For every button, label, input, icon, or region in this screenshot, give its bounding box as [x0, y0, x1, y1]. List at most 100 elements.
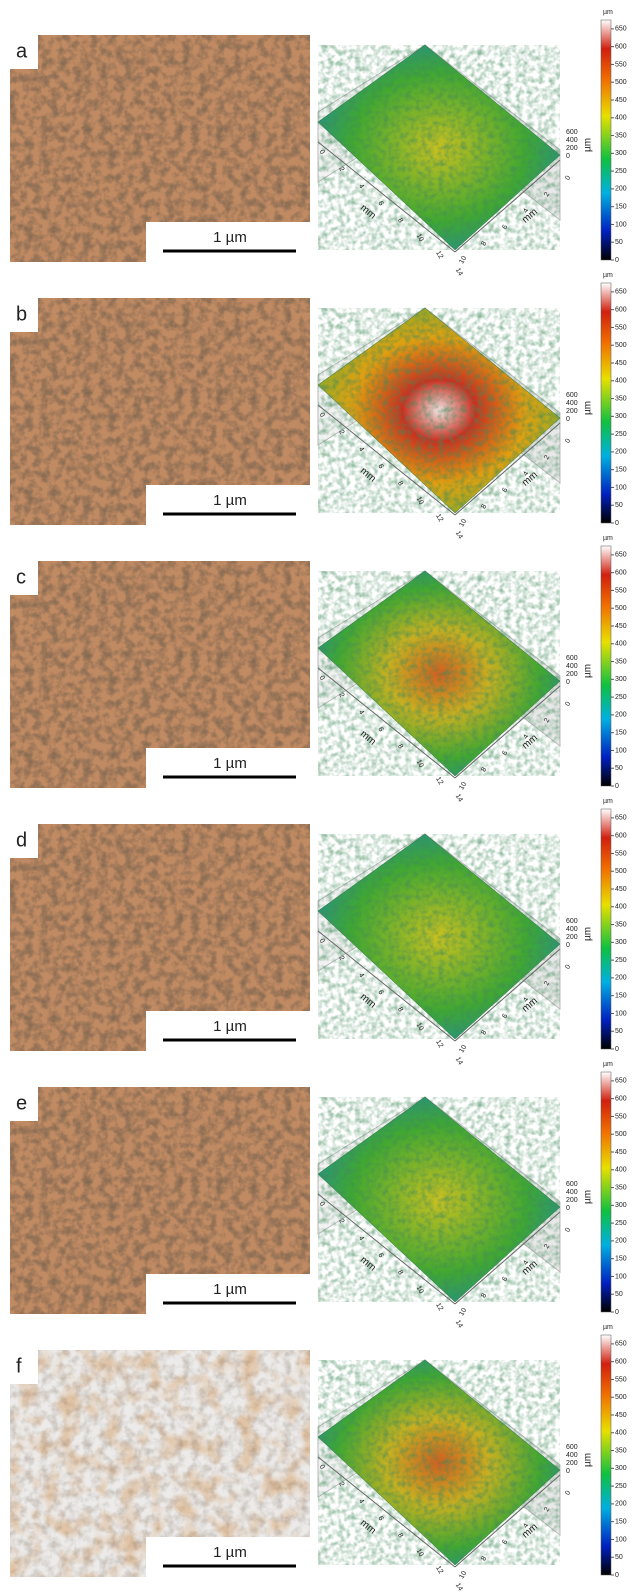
- y-tick-label: 10: [458, 518, 468, 528]
- x-tick-label: 8: [396, 480, 404, 487]
- colorbar-tick-label: 400: [615, 1167, 627, 1174]
- y-tick-label: 6: [501, 750, 509, 757]
- scale-label: 1 µm: [213, 1544, 247, 1561]
- z-tick-label: 0: [566, 679, 570, 686]
- z-tick-label: 400: [566, 663, 578, 670]
- panel: d1 µm0246810121402468106004002000mmmmµmµ…: [10, 798, 627, 1067]
- x-tick-label: 10: [415, 1548, 425, 1558]
- z-tick-label: 0: [566, 942, 570, 949]
- colorbar-tick-label: 500: [615, 342, 627, 349]
- colorbar-tick-label: 600: [615, 570, 627, 577]
- colorbar-tick-label: 200: [615, 186, 627, 193]
- x-tick-label: 12: [434, 513, 444, 523]
- colorbar-tick-label: 500: [615, 1131, 627, 1138]
- y-tick-label: 0: [564, 1490, 572, 1497]
- colorbar-tick-label: 550: [615, 61, 627, 68]
- x-tick-label: 4: [357, 1235, 365, 1242]
- x-axis-label: mm: [358, 992, 378, 1011]
- x-axis-label: mm: [358, 1518, 378, 1537]
- colorbar-tick-label: 350: [615, 395, 627, 402]
- colorbar-tick-label: 550: [615, 587, 627, 594]
- colorbar-tick-label: 0: [615, 1309, 619, 1316]
- x-tick-label: 6: [376, 200, 384, 207]
- colorbar-tick-label: 50: [615, 1554, 623, 1561]
- z-axis-label: µm: [583, 1190, 594, 1204]
- x-tick-label: 14: [454, 1056, 464, 1066]
- colorbar-tick-label: 650: [615, 1078, 627, 1085]
- colorbar-tick-label: 650: [615, 815, 627, 822]
- colorbar-tick-label: 600: [615, 44, 627, 51]
- x-tick-label: 14: [454, 530, 464, 540]
- colorbar-unit: µm: [603, 9, 613, 16]
- z-tick-label: 0: [566, 153, 570, 160]
- x-tick-label: 8: [396, 217, 404, 224]
- colorbar-tick-label: 250: [615, 694, 627, 701]
- colorbar-tick-label: 400: [615, 641, 627, 648]
- colorbar: [601, 1335, 611, 1575]
- colorbar-tick-label: 600: [615, 1096, 627, 1103]
- z-tick-label: 200: [566, 408, 578, 415]
- colorbar-tick-label: 100: [615, 1536, 627, 1543]
- colorbar-tick-label: 300: [615, 1465, 627, 1472]
- figure: a1 µm0246810121402468106004002000mmmmµmµ…: [0, 0, 638, 1595]
- y-tick-label: 8: [480, 503, 488, 510]
- y-tick-label: 0: [564, 175, 572, 182]
- x-tick-label: 12: [434, 250, 444, 260]
- x-tick-label: 14: [454, 1319, 464, 1329]
- z-tick-label: 600: [566, 918, 578, 925]
- scale-label: 1 µm: [213, 492, 247, 509]
- y-tick-label: 10: [458, 1044, 468, 1054]
- colorbar-tick-label: 500: [615, 1394, 627, 1401]
- colorbar-tick-label: 300: [615, 676, 627, 683]
- z-tick-label: 600: [566, 655, 578, 662]
- colorbar: [601, 1072, 611, 1312]
- panel-label: f: [16, 1355, 22, 1377]
- z-axis-label: µm: [583, 927, 594, 941]
- z-axis-label: µm: [583, 138, 594, 152]
- x-tick-label: 10: [415, 1285, 425, 1295]
- colorbar-tick-label: 200: [615, 449, 627, 456]
- colorbar-tick-label: 50: [615, 765, 623, 772]
- panel-label: c: [16, 566, 26, 588]
- z-axis-label: µm: [583, 401, 594, 415]
- colorbar-tick-label: 300: [615, 150, 627, 157]
- colorbar-tick-label: 250: [615, 957, 627, 964]
- y-tick-label: 6: [501, 1013, 509, 1020]
- y-tick-label: 0: [564, 964, 572, 971]
- z-tick-label: 600: [566, 129, 578, 136]
- x-tick-label: 4: [357, 972, 365, 979]
- colorbar-unit: µm: [603, 798, 613, 805]
- colorbar-tick-label: 50: [615, 239, 623, 246]
- panel-label: e: [16, 1092, 27, 1114]
- colorbar-tick-label: 450: [615, 1149, 627, 1156]
- z-tick-label: 200: [566, 1197, 578, 1204]
- colorbar-tick-label: 0: [615, 520, 619, 527]
- x-tick-label: 10: [415, 1022, 425, 1032]
- colorbar-tick-label: 0: [615, 257, 619, 264]
- panel-label: a: [16, 40, 28, 62]
- colorbar-tick-label: 350: [615, 132, 627, 139]
- z-tick-label: 200: [566, 145, 578, 152]
- colorbar-tick-label: 350: [615, 1447, 627, 1454]
- x-tick-label: 12: [434, 776, 444, 786]
- y-tick-label: 8: [480, 240, 488, 247]
- colorbar-unit: µm: [603, 272, 613, 279]
- x-tick-label: 12: [434, 1565, 444, 1575]
- z-tick-label: 600: [566, 392, 578, 399]
- colorbar-tick-label: 200: [615, 1501, 627, 1508]
- panel-label: b: [16, 303, 27, 325]
- colorbar-tick-label: 500: [615, 605, 627, 612]
- colorbar-tick-label: 300: [615, 939, 627, 946]
- z-tick-label: 400: [566, 400, 578, 407]
- x-tick-label: 10: [415, 233, 425, 243]
- y-tick-label: 8: [480, 766, 488, 773]
- colorbar-unit: µm: [603, 1324, 613, 1331]
- x-tick-label: 6: [376, 1252, 384, 1259]
- colorbar-tick-label: 50: [615, 502, 623, 509]
- colorbar-tick-label: 50: [615, 1291, 623, 1298]
- colorbar-tick-label: 550: [615, 1376, 627, 1383]
- y-tick-label: 10: [458, 1570, 468, 1580]
